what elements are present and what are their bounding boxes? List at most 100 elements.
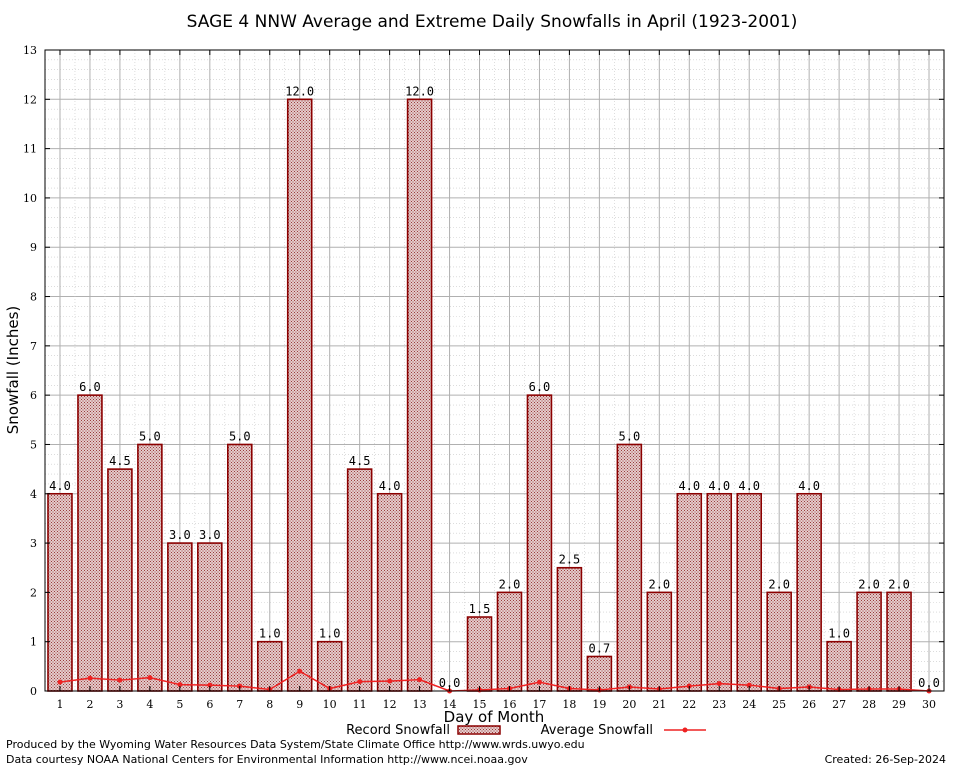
x-tick-label: 27 [832,698,846,711]
x-tick-label: 5 [176,698,183,711]
record-bar [766,591,792,692]
x-tick-label: 29 [892,698,906,711]
record-bar [167,542,193,692]
x-tick-label: 26 [802,698,816,711]
record-bar [556,566,583,692]
bar-value-label: 4.0 [678,479,700,493]
x-tick-label: 6 [206,698,213,711]
y-tick-label: 1 [30,636,37,649]
record-bar [706,492,733,692]
average-point [117,677,123,683]
x-tick-label: 1 [56,698,63,711]
average-point [207,682,213,688]
record-bar [826,640,852,692]
x-tick-label: 30 [922,698,936,711]
record-bar [346,468,373,692]
bar-value-label: 6.0 [529,380,551,394]
bar-value-label: 2.0 [888,577,910,591]
bar-value-label: 4.0 [708,479,730,493]
average-point [147,675,153,681]
y-tick-label: 9 [30,241,37,254]
x-tick-label: 21 [652,698,666,711]
y-tick-label: 10 [23,192,37,205]
y-tick-label: 8 [30,291,37,304]
record-bar [856,591,882,692]
average-series-line [59,670,930,692]
record-bar [197,542,223,692]
y-tick-label: 7 [30,340,37,353]
x-tick-label: 22 [682,698,696,711]
record-bar [77,394,103,692]
x-tick-label: 7 [236,698,243,711]
average-point [716,681,722,687]
average-point [536,679,542,685]
bar-value-label: 4.5 [349,454,371,468]
x-tick-label: 25 [772,698,786,711]
record-bar [796,492,822,692]
x-tick-label: 12 [383,698,397,711]
bar-value-label: 2.0 [768,577,790,591]
record-bar [47,492,73,692]
y-tick-label: 4 [30,488,37,501]
x-tick-label: 17 [532,698,546,711]
average-point [87,675,93,681]
record-bar [406,98,433,692]
x-tick-label: 15 [473,698,487,711]
x-tick-label: 11 [353,698,367,711]
bar-value-label: 4.0 [49,479,71,493]
record-bar [736,492,763,692]
legend-record-swatch [457,725,501,735]
x-tick-label: 9 [296,698,303,711]
record-bar [526,394,553,692]
plot-frame [44,49,945,692]
y-tick-label: 5 [30,438,37,451]
bar-value-label: 2.5 [559,553,581,567]
x-tick-label: 3 [116,698,123,711]
record-bar [616,443,643,692]
bar-value-labels: 4.0 6.0 4.5 5.0 3.0 3.0 5.0 1.0 12.0 1.0 4.5 4.0 12.… [49,84,940,690]
bar-value-label: 2.0 [499,577,521,591]
bar-value-label: 12.0 [285,84,314,98]
bar-value-label: 3.0 [169,528,191,542]
record-bar [107,468,133,692]
bar-value-label: 0.0 [918,676,940,690]
bar-value-label: 5.0 [619,429,641,443]
x-tick-label: 28 [862,698,876,711]
bar-value-label: 5.0 [139,429,161,443]
credit-line-data-source: Data courtesy NOAA National Centers for … [6,753,528,766]
bar-value-label: 2.0 [858,577,880,591]
legend: Record Snowfall Average Snowfall [346,723,706,738]
legend-average-label: Average Snowfall [541,723,653,738]
y-tick-label: 0 [30,685,37,698]
record-bar [886,591,912,692]
y-axis-label: Snowfall (Inches) [4,306,22,434]
bar-value-label: 1.0 [319,627,341,641]
average-point [177,682,183,688]
average-point [746,682,752,688]
bar-value-label: 1.5 [469,602,491,616]
bar-value-label: 0.7 [589,641,611,655]
y-tick-label: 3 [30,537,37,550]
bar-value-label: 4.0 [379,479,401,493]
record-bar [496,591,523,692]
average-point [297,668,303,674]
bar-value-label: 2.0 [648,577,670,591]
y-tick-label: 6 [30,389,37,402]
x-tick-label: 20 [622,698,636,711]
x-tick-label: 24 [742,698,756,711]
record-bar [646,591,673,692]
x-tick-label: 13 [413,698,427,711]
bar-value-label: 4.0 [798,479,820,493]
x-tick-label: 14 [443,698,457,711]
record-bar [137,443,163,692]
record-bar [376,492,403,692]
y-tick-label: 11 [23,143,37,156]
average-point [417,677,423,683]
bar-value-label: 5.0 [229,429,251,443]
average-point [57,679,63,685]
bar-value-label: 3.0 [199,528,221,542]
record-bar [676,492,703,692]
bar-value-label: 1.0 [828,627,850,641]
x-tick-label: 8 [266,698,273,711]
x-tick-label: 19 [592,698,606,711]
